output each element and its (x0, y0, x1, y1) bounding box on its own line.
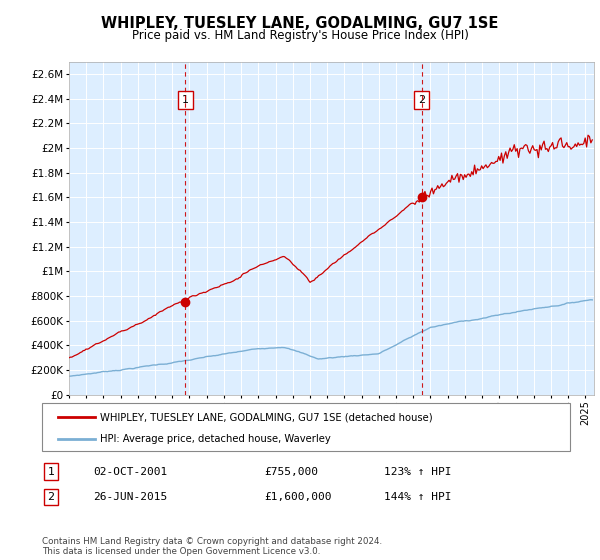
Text: 123% ↑ HPI: 123% ↑ HPI (384, 466, 452, 477)
Text: WHIPLEY, TUESLEY LANE, GODALMING, GU7 1SE: WHIPLEY, TUESLEY LANE, GODALMING, GU7 1S… (101, 16, 499, 31)
Text: £1,600,000: £1,600,000 (264, 492, 331, 502)
Text: HPI: Average price, detached house, Waverley: HPI: Average price, detached house, Wave… (100, 434, 331, 444)
Text: Price paid vs. HM Land Registry's House Price Index (HPI): Price paid vs. HM Land Registry's House … (131, 29, 469, 42)
Text: WHIPLEY, TUESLEY LANE, GODALMING, GU7 1SE (detached house): WHIPLEY, TUESLEY LANE, GODALMING, GU7 1S… (100, 413, 433, 422)
Text: Contains HM Land Registry data © Crown copyright and database right 2024.
This d: Contains HM Land Registry data © Crown c… (42, 536, 382, 556)
Text: £755,000: £755,000 (264, 466, 318, 477)
Text: 1: 1 (47, 466, 55, 477)
Text: 2: 2 (47, 492, 55, 502)
Text: 144% ↑ HPI: 144% ↑ HPI (384, 492, 452, 502)
Text: 02-OCT-2001: 02-OCT-2001 (93, 466, 167, 477)
Text: 1: 1 (182, 95, 188, 105)
Text: 2: 2 (418, 95, 425, 105)
Text: 26-JUN-2015: 26-JUN-2015 (93, 492, 167, 502)
